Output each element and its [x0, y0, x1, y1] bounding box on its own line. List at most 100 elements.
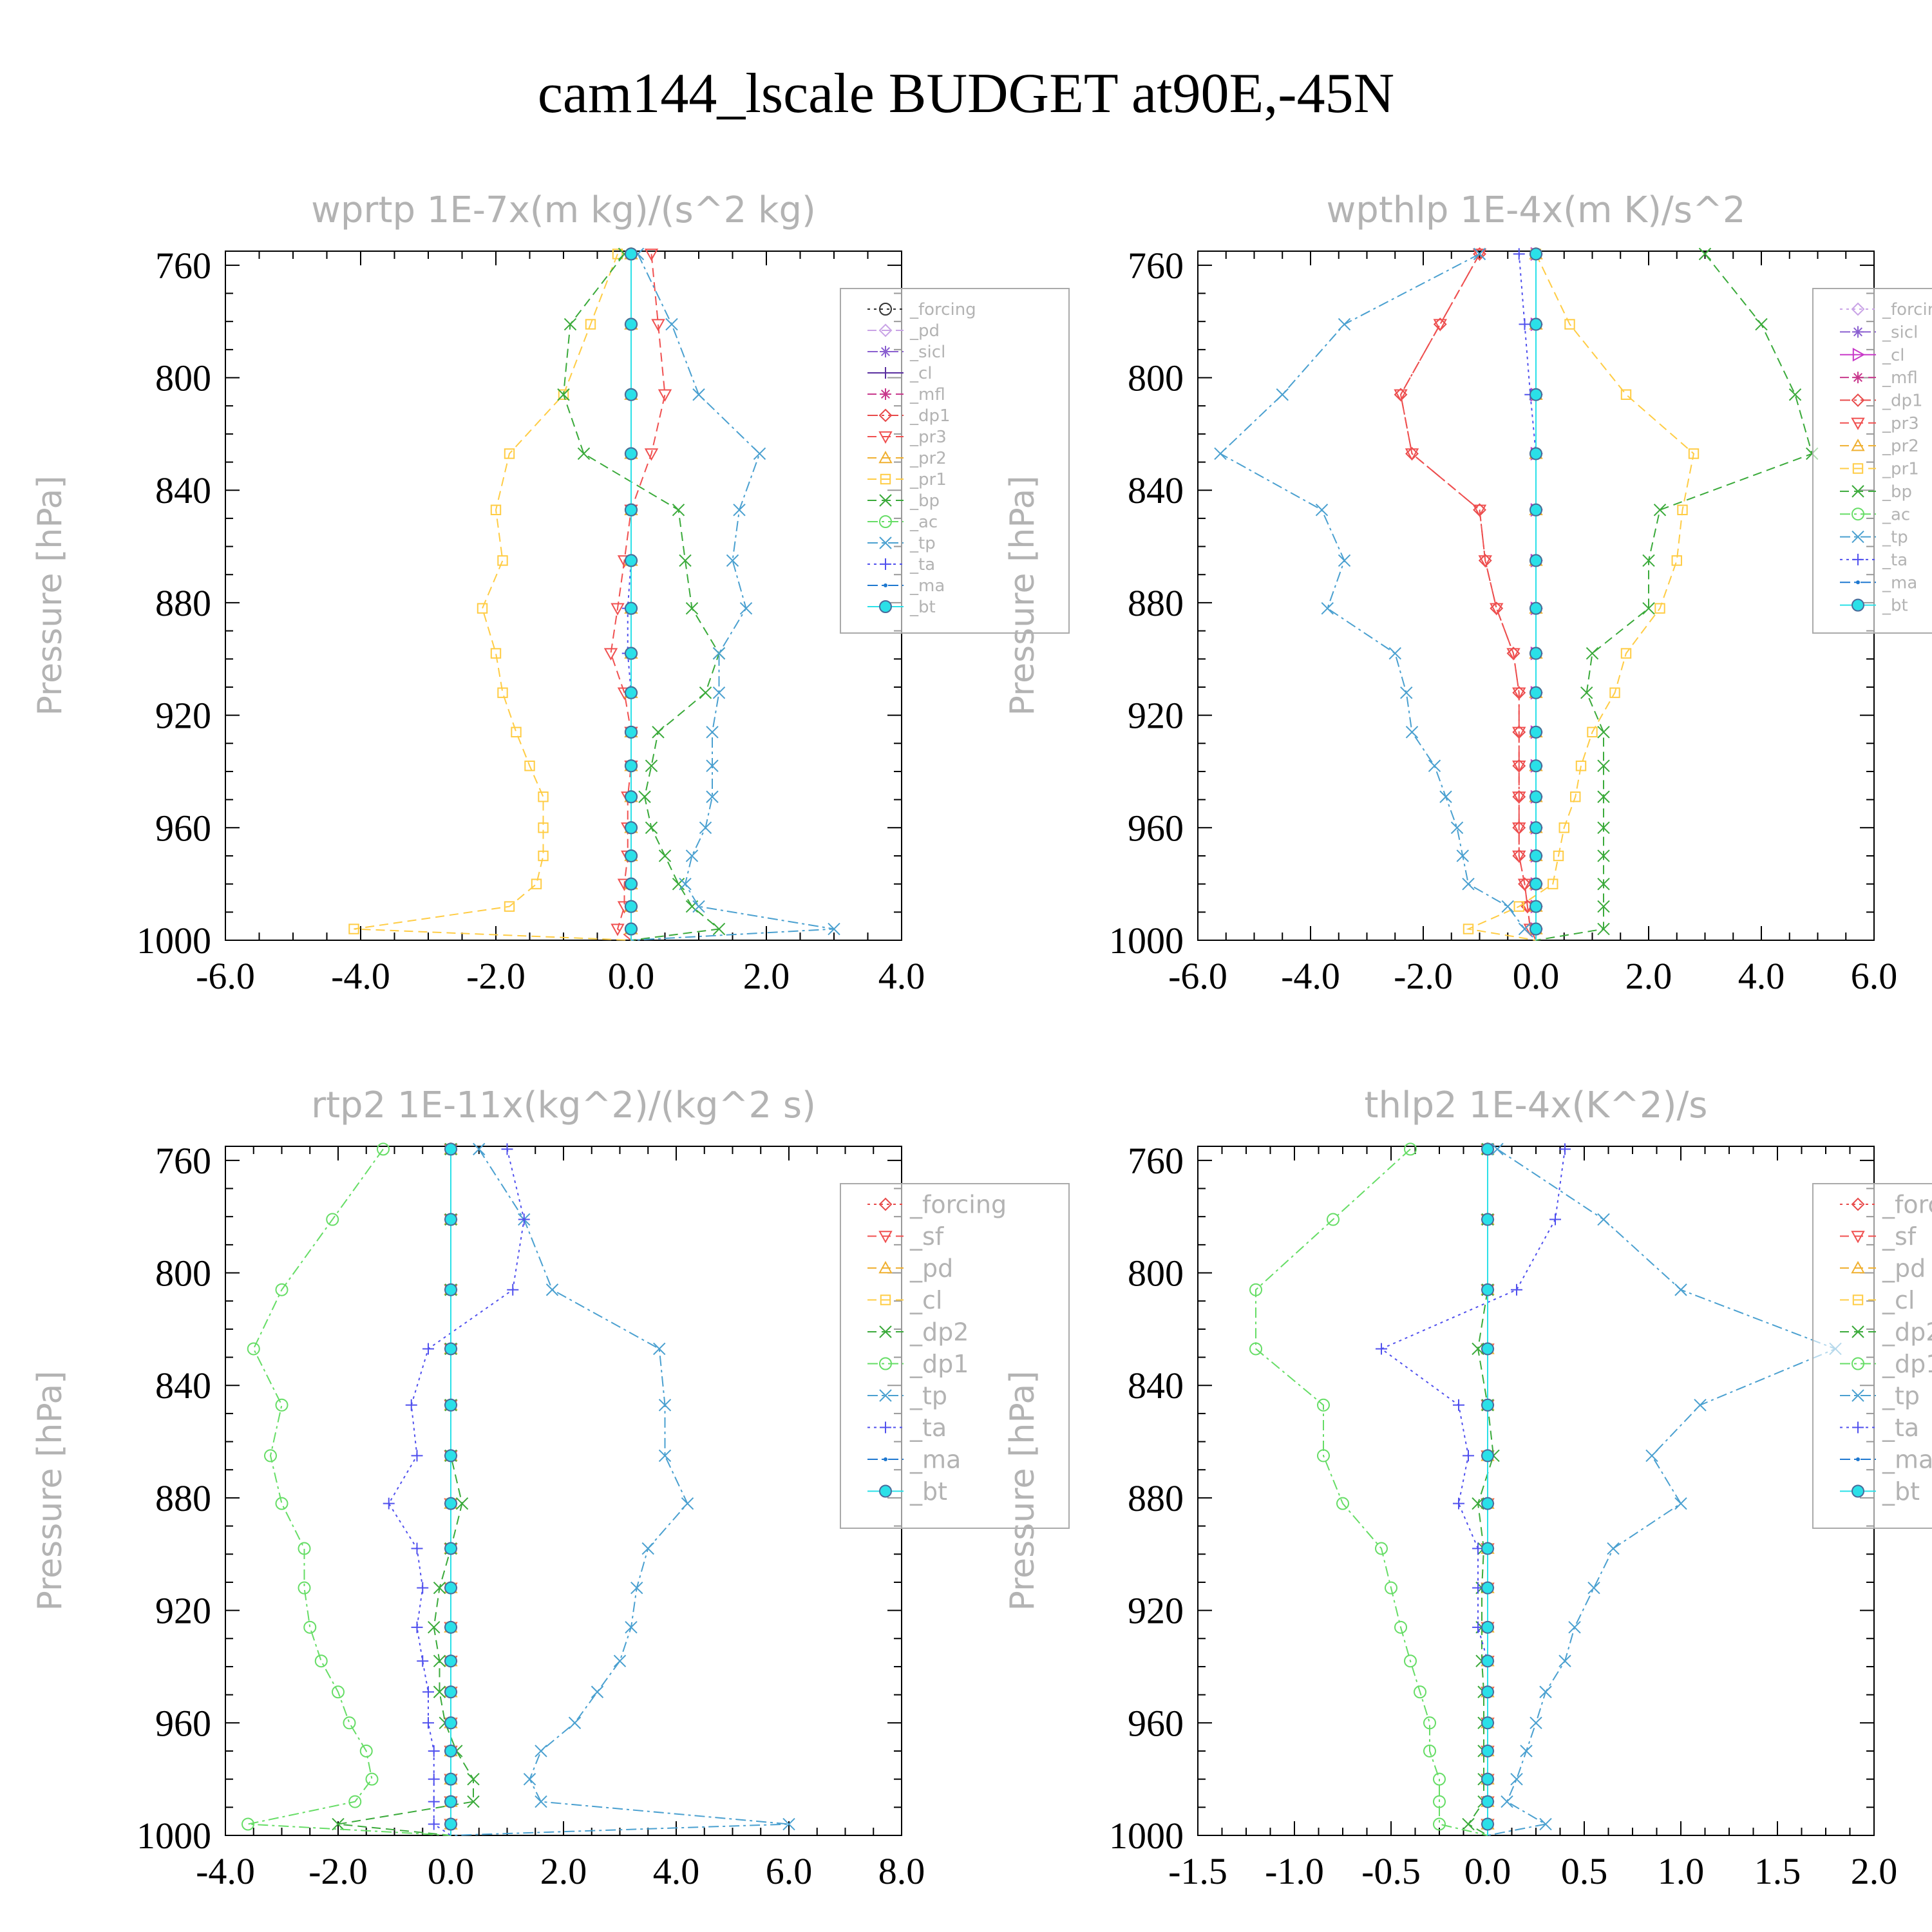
- data-point: [603, 648, 618, 661]
- legend-label: _dp2: [909, 1318, 969, 1346]
- x-tick-label: 1.5: [1754, 1850, 1801, 1892]
- x-tick-label: 2.0: [540, 1850, 587, 1892]
- data-point: [433, 1685, 446, 1698]
- data-point: [1674, 1497, 1687, 1510]
- data-point: [1530, 759, 1542, 773]
- legend-label: _bp: [909, 491, 940, 511]
- series-ta: [383, 1143, 530, 1836]
- y-axis-label: Pressure [hPa]: [31, 1371, 70, 1611]
- data-point: [1394, 1620, 1407, 1634]
- data-point: [359, 1744, 373, 1757]
- data-point: [712, 647, 726, 660]
- legend-label: _bp: [1882, 482, 1912, 502]
- x-tick-label: -4.0: [1281, 955, 1340, 997]
- x-tick-label: 0.0: [1513, 955, 1560, 997]
- series-pr3: [1394, 249, 1537, 941]
- data-point: [1512, 822, 1526, 835]
- data-point: [641, 1542, 654, 1555]
- series-line: [1487, 1148, 1837, 1836]
- y-tick-label: 760: [1128, 1140, 1184, 1182]
- y-tick-label: 960: [155, 807, 211, 849]
- series-dp1: [1394, 247, 1537, 941]
- x-tick-label: 0.0: [1464, 1850, 1511, 1892]
- series-line: [1467, 1149, 1495, 1836]
- legend-label: _pd: [1882, 1254, 1926, 1282]
- series-tp: [1487, 1142, 1842, 1836]
- y-tick-label: 760: [155, 1140, 211, 1182]
- legend-label: _bt: [1882, 1477, 1920, 1506]
- data-point: [1481, 1744, 1494, 1757]
- data-point: [1530, 849, 1542, 862]
- legend-label: _dp1: [909, 406, 951, 426]
- data-point: [1517, 878, 1532, 891]
- data-point: [1481, 1620, 1494, 1634]
- data-point: [557, 388, 570, 401]
- chart-title: wpthlp 1E-4x(m K)/s^2: [1326, 189, 1745, 231]
- data-point: [625, 686, 638, 699]
- legend-label: _pd: [909, 321, 940, 341]
- data-point: [1530, 554, 1542, 567]
- data-point: [1597, 759, 1610, 772]
- data-point: [1405, 726, 1419, 739]
- legend-label: _ta: [909, 1414, 947, 1442]
- data-point: [1530, 1716, 1542, 1730]
- data-point: [685, 849, 699, 862]
- data-point: [422, 1343, 434, 1355]
- data-point: [685, 601, 699, 615]
- data-point: [1674, 1283, 1687, 1296]
- legend-label: _sicl: [1882, 323, 1918, 342]
- legend-marker: [1852, 485, 1864, 498]
- legend-label: _forcing: [1882, 1190, 1932, 1218]
- series-dp2: [1462, 1142, 1500, 1836]
- chart-title: wprtp 1E-7x(m kg)/(s^2 kg): [311, 189, 816, 231]
- data-point: [1317, 1449, 1330, 1463]
- data-point: [1481, 1497, 1494, 1510]
- chart-panel-2: wpthlp 1E-4x(m K)/s^2 Pressure [hPa] 760 80…: [1003, 189, 1932, 997]
- y-tick-label: 880: [1128, 1477, 1184, 1519]
- legend-marker: [878, 408, 893, 422]
- series-ta: [1376, 1143, 1571, 1835]
- x-tick-label: -1.5: [1168, 1850, 1227, 1892]
- data-point: [1400, 686, 1413, 699]
- data-point: [625, 647, 638, 660]
- legend-marker: [880, 388, 891, 400]
- legend-marker: [1851, 393, 1865, 407]
- data-point: [444, 1581, 457, 1595]
- data-point: [490, 504, 502, 515]
- data-point: [343, 1716, 356, 1730]
- x-tick-label: 2.0: [743, 955, 790, 997]
- legend-label: _sf: [1882, 1222, 1917, 1251]
- data-point: [1530, 647, 1542, 660]
- data-point: [1481, 1283, 1494, 1296]
- data-point: [1433, 319, 1447, 332]
- x-tick-label: -0.5: [1361, 1850, 1421, 1892]
- x-tick-label: 0.5: [1561, 1850, 1608, 1892]
- data-point: [444, 1449, 457, 1463]
- legend-marker: [879, 536, 892, 549]
- page-title: cam144_lscale BUDGET at90E,-45N: [537, 62, 1395, 125]
- data-point: [591, 1685, 604, 1698]
- legend-label: _tp: [909, 534, 936, 553]
- data-point: [444, 1620, 457, 1634]
- data-point: [651, 319, 665, 332]
- y-tick-label: 1000: [137, 1815, 211, 1857]
- legend-label: _ac: [909, 513, 938, 532]
- data-point: [1481, 1449, 1494, 1463]
- data-point: [1558, 1654, 1571, 1667]
- data-point: [467, 1772, 480, 1786]
- data-point: [1317, 1398, 1330, 1412]
- data-point: [467, 1795, 480, 1808]
- legend-label: _pr3: [1882, 414, 1919, 433]
- data-point: [1385, 1581, 1397, 1595]
- data-point: [1548, 878, 1558, 889]
- y-tick-label: 840: [155, 469, 211, 511]
- y-tick-label: 880: [1128, 582, 1184, 624]
- series-line: [354, 254, 632, 941]
- legend-label: _ta: [1882, 551, 1908, 570]
- data-point: [1597, 1213, 1610, 1226]
- data-point: [1433, 1772, 1446, 1786]
- series-bt: [444, 1142, 457, 1835]
- data-point: [417, 1655, 429, 1667]
- data-point: [444, 1795, 457, 1808]
- legend-label: _mfl: [1882, 368, 1918, 388]
